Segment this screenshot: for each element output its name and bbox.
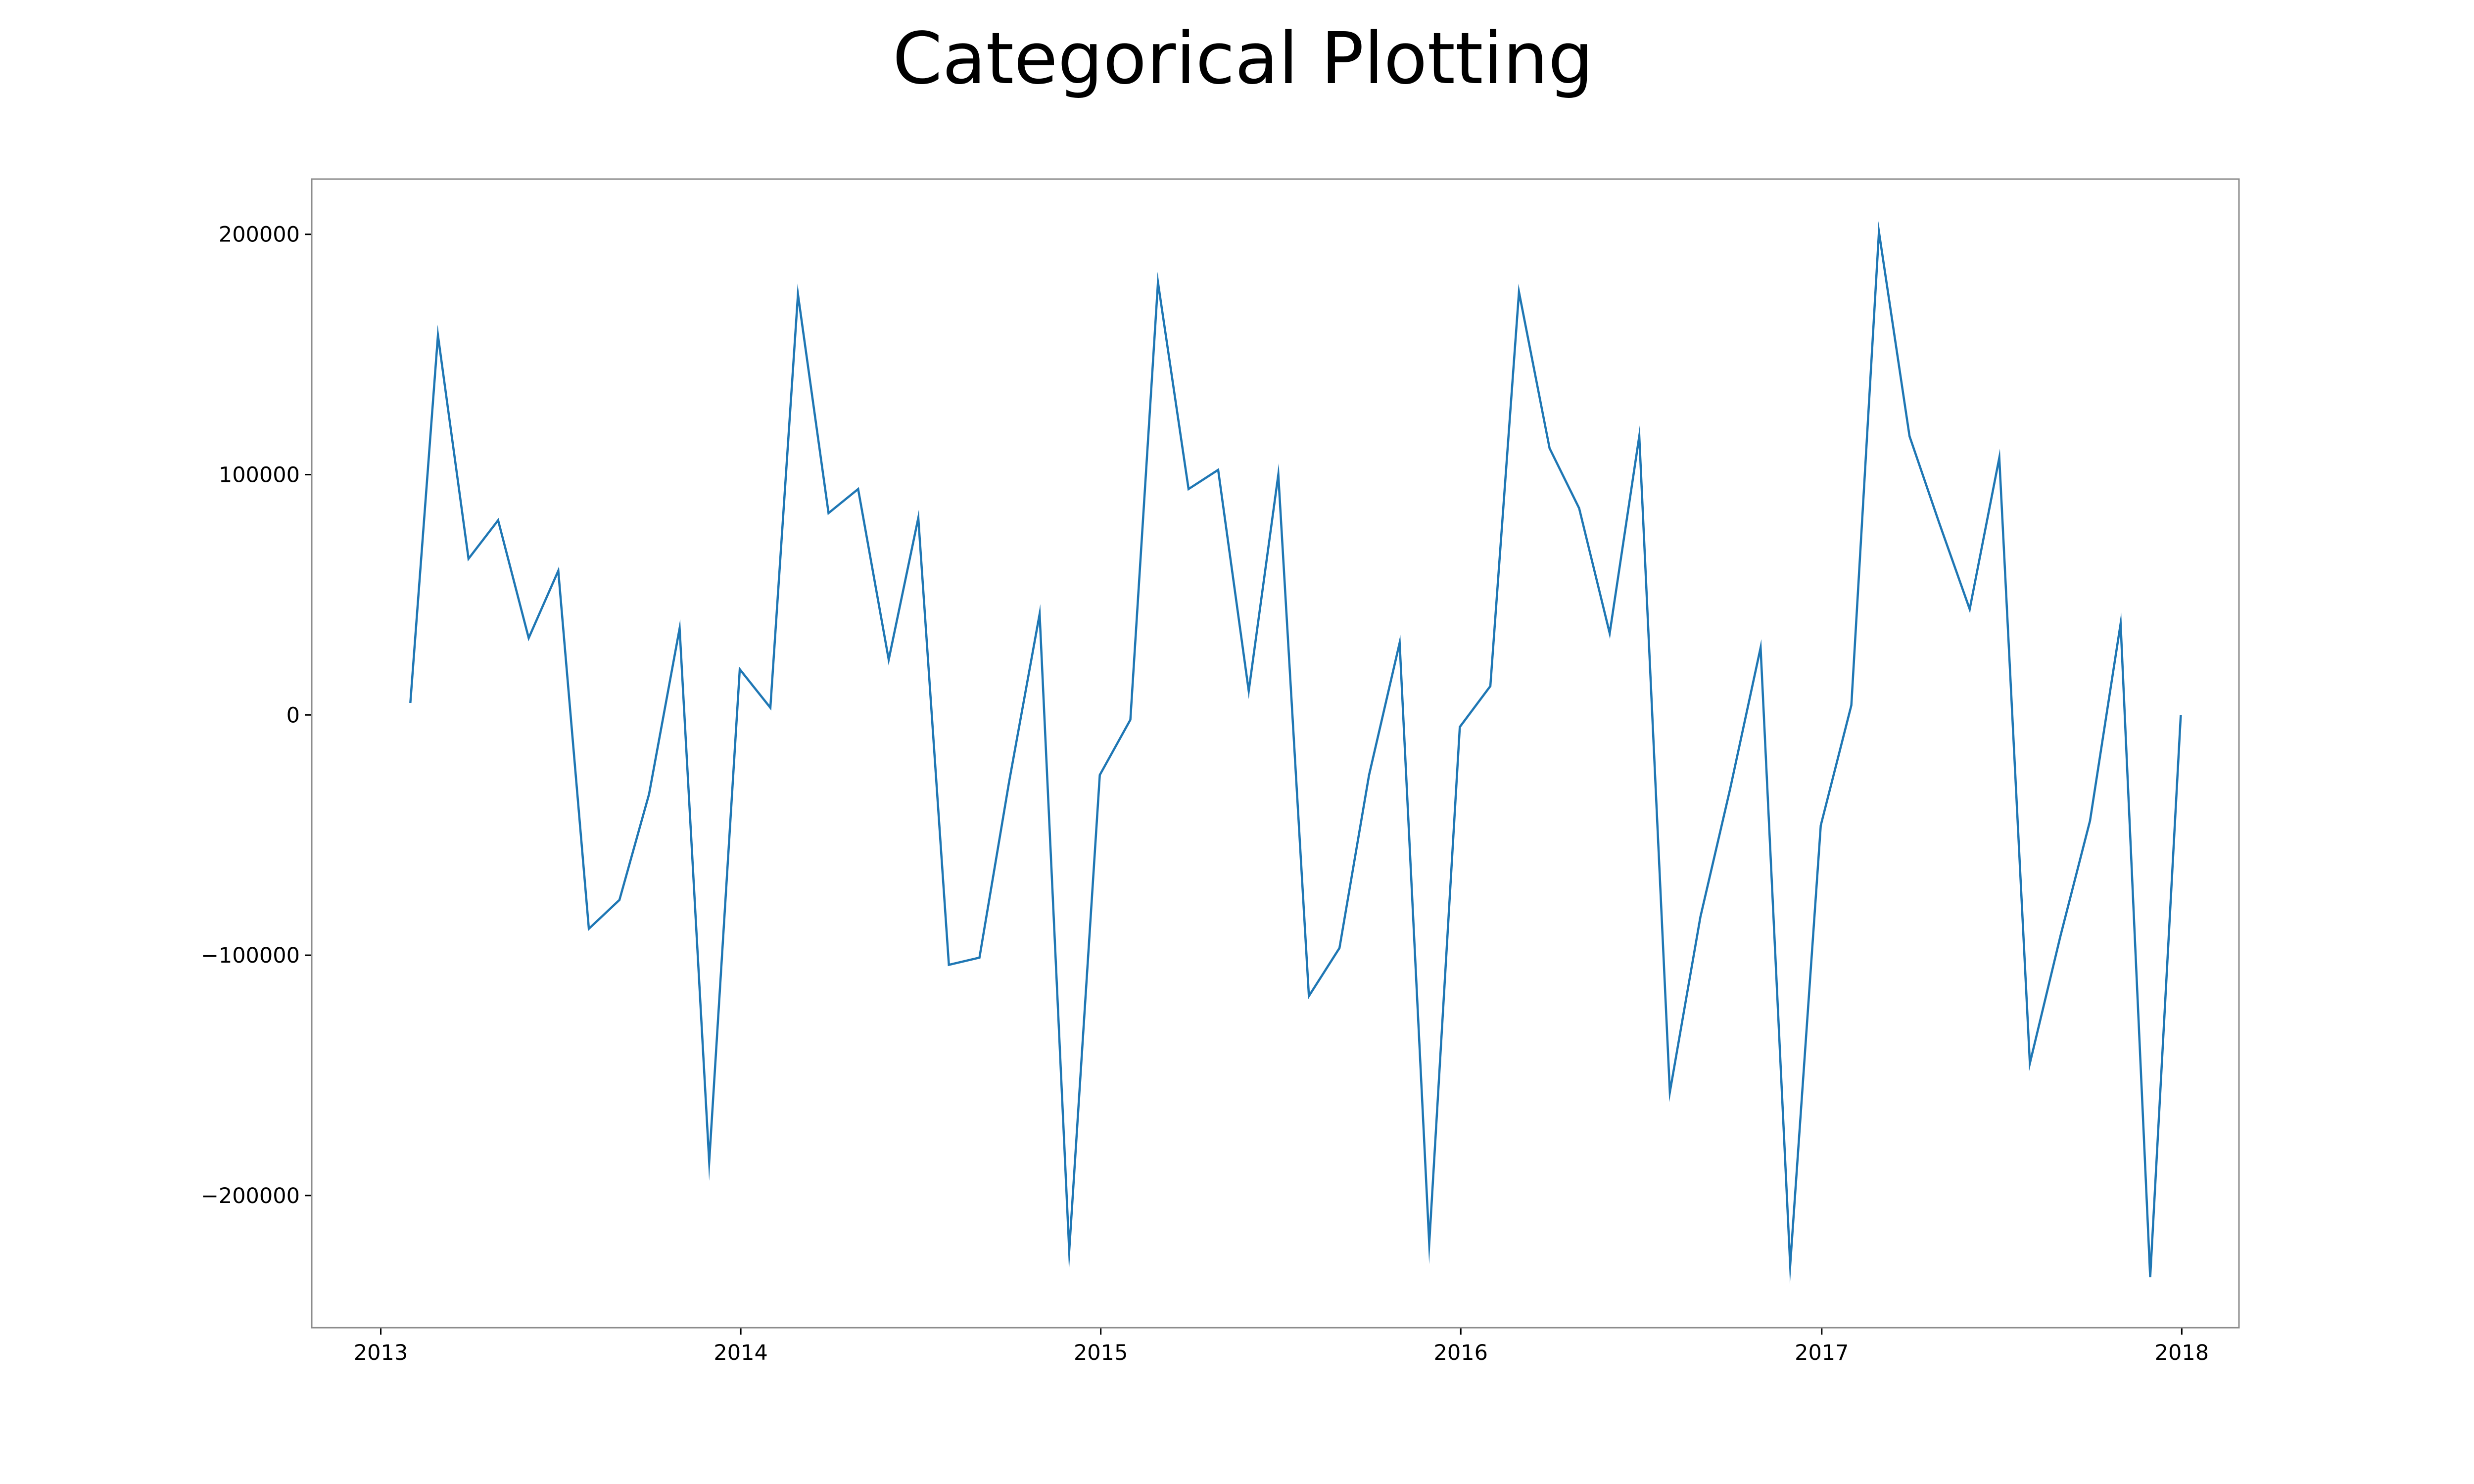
series-layer <box>409 221 2182 1285</box>
chart-title: Categorical Plotting <box>893 17 1593 100</box>
y-tick-label: 100000 <box>219 463 300 488</box>
plot-frame <box>311 178 2240 1329</box>
x-tick-label: 2013 <box>354 1341 408 1365</box>
y-tick-label: 0 <box>286 703 300 728</box>
x-tick-label: 2014 <box>714 1341 767 1365</box>
y-tick-label: −200000 <box>201 1184 300 1208</box>
y-axis: −200000 −100000 0 100000 200000 <box>201 223 312 1208</box>
x-axis: 2013 2014 2015 2016 2017 2018 <box>354 1328 2209 1365</box>
x-tick-label: 2015 <box>1074 1341 1128 1365</box>
x-tick-label: 2018 <box>2155 1341 2209 1365</box>
y-tick-label: 200000 <box>219 223 300 247</box>
x-tick-label: 2016 <box>1434 1341 1488 1365</box>
y-tick-label: −100000 <box>201 943 300 968</box>
x-tick-label: 2017 <box>1795 1341 1849 1365</box>
series-line <box>409 221 2182 1285</box>
